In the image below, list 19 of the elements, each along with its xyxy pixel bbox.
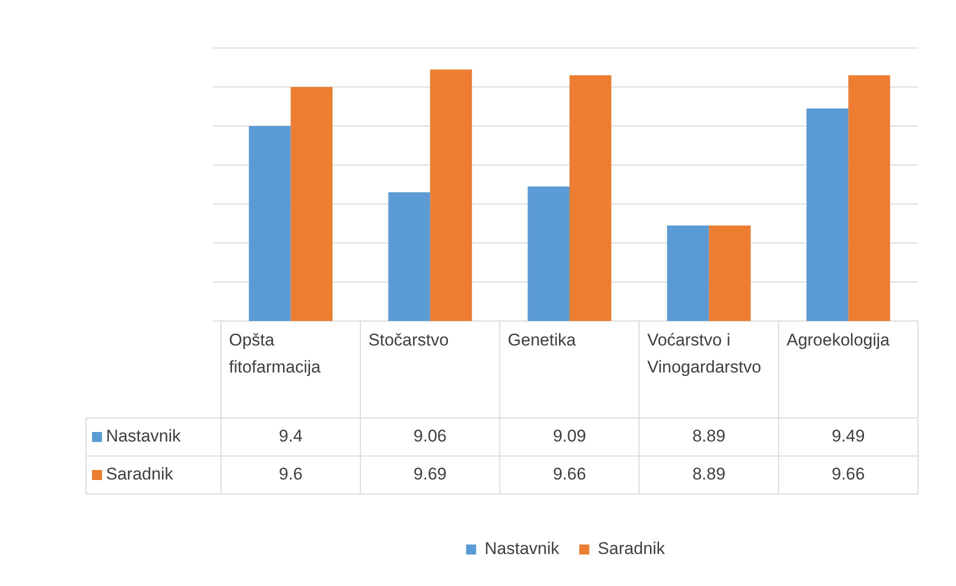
data-label: 9.66 xyxy=(552,464,586,484)
x-tick-label: Agroekologija xyxy=(786,330,890,350)
x-tick-label: Opšta fitofarmacija xyxy=(229,330,322,377)
data-label: 9.66 xyxy=(832,464,865,484)
data-label: 9.6 xyxy=(278,464,303,484)
x-tick-label: Voćarstvo i Vinogardarstvo xyxy=(647,330,762,377)
legend-label: Nastavnik xyxy=(484,539,560,558)
data-label: 9.49 xyxy=(832,426,865,446)
text: Saradnik xyxy=(106,464,174,484)
data-label: 9.06 xyxy=(414,426,447,446)
x-tick-label: Genetika xyxy=(508,330,576,350)
legend-label: Saradnik xyxy=(598,539,666,558)
x-tick-label: Stočarstvo xyxy=(368,330,449,350)
data-label: 9.09 xyxy=(552,426,586,446)
data-label: 8.89 xyxy=(692,464,726,484)
text: Nastavnik xyxy=(106,426,181,446)
data-label: 8.89 xyxy=(692,426,726,446)
data-label: 9.69 xyxy=(414,464,447,484)
data-label: 9.4 xyxy=(278,426,303,446)
